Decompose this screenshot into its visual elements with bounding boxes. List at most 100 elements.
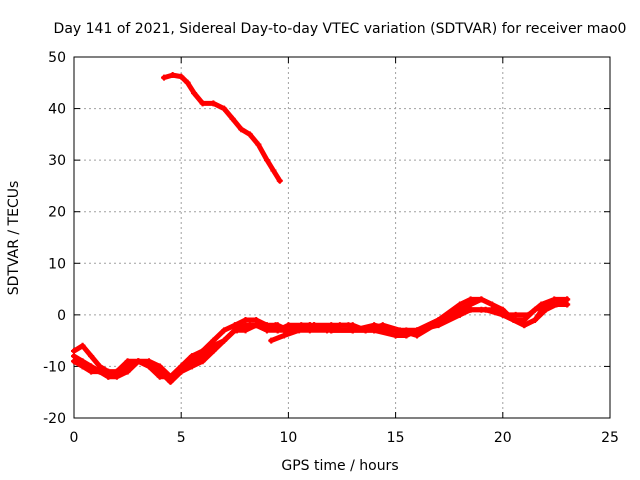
data-point: [71, 347, 77, 354]
data-point: [553, 301, 560, 308]
data-point: [135, 358, 142, 365]
data-point: [229, 115, 236, 122]
data-point: [71, 353, 77, 360]
data-point: [210, 100, 217, 107]
data-point: [281, 332, 288, 339]
data-point: [199, 353, 206, 360]
data-point: [238, 126, 245, 133]
data-point: [79, 342, 86, 349]
data-point: [512, 311, 519, 318]
data-point: [311, 322, 318, 329]
data-point: [414, 332, 421, 339]
data-point: [564, 296, 571, 303]
y-axis-label: SDTVAR / TECUs: [6, 181, 22, 296]
data-point: [246, 322, 253, 329]
data-point: [525, 311, 532, 318]
data-point: [531, 317, 538, 324]
data-point: [253, 317, 260, 324]
data-point: [124, 358, 131, 365]
data-point: [113, 373, 120, 380]
data-point: [96, 363, 103, 370]
data-point: [246, 131, 253, 138]
y-tick-label: 50: [48, 50, 66, 66]
data-point: [276, 177, 283, 184]
x-tick-label: 10: [279, 430, 297, 446]
data-point: [231, 322, 238, 329]
data-point: [270, 167, 277, 174]
data-point: [259, 322, 266, 329]
data-point: [88, 353, 95, 360]
y-tick-label: 10: [48, 256, 66, 272]
data-point: [323, 327, 330, 334]
data-point: [178, 368, 185, 375]
axis-ticks: 0 5 10 15 20 25 -20 -10 0 10 20 30 40 50: [43, 50, 619, 446]
data-point: [392, 332, 399, 339]
data-point: [255, 141, 262, 148]
data-point: [242, 317, 249, 324]
data-point: [233, 327, 240, 334]
data-point: [510, 317, 517, 324]
data-point: [221, 337, 228, 344]
data-point: [113, 368, 120, 375]
data-point: [79, 363, 86, 370]
data-point: [263, 327, 270, 334]
data-point: [362, 327, 369, 334]
data-point: [396, 327, 403, 334]
data-point: [272, 322, 279, 329]
x-tick-label: 5: [177, 430, 186, 446]
data-point: [521, 317, 528, 324]
data-point: [482, 306, 489, 313]
data-point: [379, 322, 386, 329]
data-point: [169, 72, 176, 79]
data-point: [564, 301, 571, 308]
data-point: [88, 368, 95, 375]
data-point: [210, 342, 217, 349]
data-point: [467, 301, 474, 308]
x-tick-label: 20: [494, 430, 512, 446]
data-point: [210, 337, 217, 344]
data-point: [161, 74, 168, 81]
data-point: [88, 363, 95, 370]
data-point: [465, 306, 472, 313]
data-point: [71, 358, 77, 365]
y-tick-label: 30: [48, 153, 66, 169]
data-point: [167, 373, 174, 380]
data-point: [414, 327, 421, 334]
data-point: [285, 322, 292, 329]
data-point: [146, 358, 153, 365]
data-point: [298, 322, 305, 329]
data-point: [156, 363, 163, 370]
x-tick-label: 25: [601, 430, 619, 446]
data-point: [178, 73, 185, 80]
y-tick-label: 0: [57, 308, 66, 324]
x-tick-label: 15: [387, 430, 405, 446]
data-point: [467, 296, 474, 303]
data-point: [105, 368, 112, 375]
data-point: [456, 301, 463, 308]
data-point: [489, 301, 496, 308]
data-point: [156, 373, 163, 380]
x-axis-label: GPS time / hours: [281, 458, 398, 474]
plot-frame: [73, 56, 611, 419]
data-point: [79, 358, 86, 365]
data-point: [336, 322, 343, 329]
chart-title: Day 141 of 2021, Sidereal Day-to-day VTE…: [54, 21, 627, 37]
data-point: [263, 157, 270, 164]
y-tick-label: 40: [48, 102, 66, 118]
data-point: [191, 90, 198, 97]
y-tick-label: -10: [43, 359, 66, 375]
data-point: [184, 79, 191, 86]
data-point: [521, 322, 528, 329]
data-point: [551, 296, 558, 303]
data-point: [188, 358, 195, 365]
x-tick-label: 0: [70, 430, 79, 446]
data-point: [349, 322, 356, 329]
y-tick-label: 20: [48, 205, 66, 221]
data-point: [124, 363, 131, 370]
data-point: [167, 378, 174, 385]
data-point: [221, 327, 228, 334]
data-point: [285, 327, 292, 334]
data-point: [268, 337, 275, 344]
data-point: [105, 373, 112, 380]
